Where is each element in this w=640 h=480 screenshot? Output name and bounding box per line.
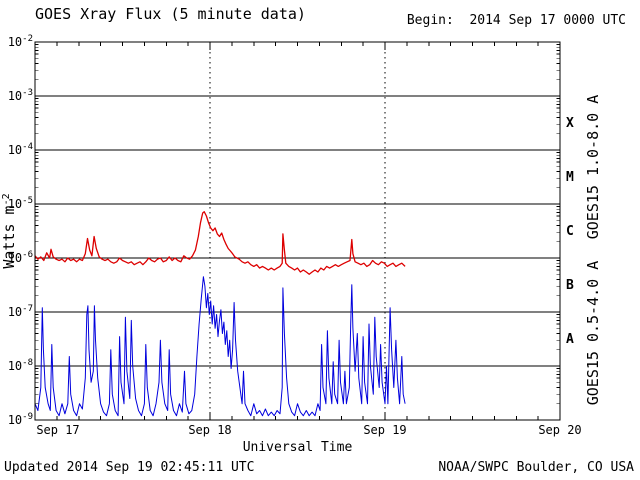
goes15-short-series [35, 276, 406, 417]
flare-class-labels: X M C B A [566, 116, 574, 347]
chart-title: GOES Xray Flux (5 minute data) [35, 5, 306, 23]
vertical-gridlines [209, 42, 386, 420]
legend-goes15-short: GOES15 0.5-4.0 A [584, 261, 602, 406]
begin-time-label: Begin: 2014 Sep 17 0000 UTC [406, 13, 626, 28]
svg-text:10-2: 10-2 [8, 34, 33, 49]
flare-class-a: A [566, 332, 574, 347]
x-tick-label: Sep 19 [363, 423, 406, 437]
plot-border [34, 41, 561, 421]
x-axis-labels: Sep 17 Sep 18 Sep 19 Sep 20 [36, 423, 581, 437]
flare-class-x: X [566, 116, 574, 131]
svg-text:10-9: 10-9 [8, 412, 33, 427]
goes15-long-series [35, 211, 406, 275]
x-tick-label: Sep 17 [36, 423, 79, 437]
svg-text:10-7: 10-7 [8, 304, 33, 319]
flare-class-m: M [566, 170, 574, 185]
legend-goes15-long: GOES15 1.0-8.0 A [584, 95, 602, 240]
x-axis-title: Universal Time [243, 440, 353, 455]
flare-class-c: C [566, 224, 574, 239]
svg-text:10-3: 10-3 [8, 88, 33, 103]
flare-class-b: B [566, 278, 574, 293]
y-axis-labels: 10-2 10-3 10-4 10-5 10-6 10-7 10-8 10-9 [8, 34, 33, 427]
x-tick-label: Sep 20 [538, 423, 581, 437]
svg-text:10-6: 10-6 [8, 250, 33, 265]
y-axis-title: Watts m-2 [0, 193, 18, 268]
source-attribution: NOAA/SWPC Boulder, CO USA [438, 460, 634, 475]
axis-ticks [34, 41, 561, 421]
svg-text:10-8: 10-8 [8, 358, 33, 373]
svg-text:10-4: 10-4 [8, 142, 33, 157]
updated-timestamp: Updated 2014 Sep 19 02:45:11 UTC [4, 460, 255, 475]
x-tick-label: Sep 18 [188, 423, 231, 437]
horizontal-gridlines [35, 95, 560, 367]
svg-text:10-5: 10-5 [8, 196, 33, 211]
